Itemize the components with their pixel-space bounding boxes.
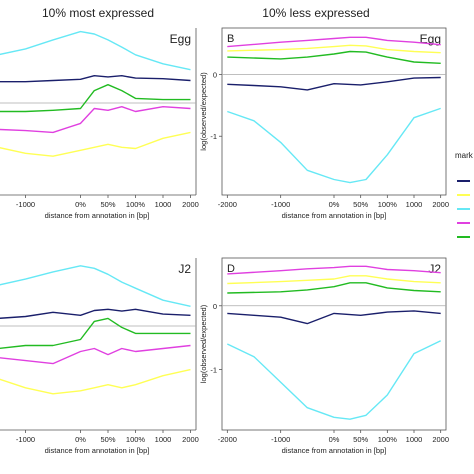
series-line	[0, 83, 191, 113]
panel-egg-less: -2000 -1000 0% 50% 100% 1000 2000 0 -1log(observ…	[199, 27, 449, 220]
x-tick-label: 2000	[182, 435, 199, 444]
x-tick-label: 100%	[126, 435, 146, 444]
panel-label: Egg	[170, 32, 191, 46]
y-tick-label: 0	[213, 70, 217, 79]
x-tick-label: 50%	[353, 200, 368, 209]
x-tick-label: 50%	[353, 435, 368, 444]
series-line	[0, 131, 191, 157]
series-line	[226, 340, 442, 420]
x-tick-label: 1000	[406, 435, 423, 444]
y-tick-label: 0	[213, 302, 217, 311]
y-axis-label: log(observed/expected)	[199, 304, 208, 383]
series-line	[227, 282, 441, 294]
x-tick-label: 0%	[75, 435, 86, 444]
legend-swatches	[457, 180, 470, 238]
x-axis-label: distance from annotation in [bp]	[45, 211, 150, 220]
y-tick-label: -1	[210, 132, 217, 141]
x-tick-label: 2000	[432, 435, 449, 444]
x-tick-label: -1000	[271, 435, 290, 444]
series-line	[227, 265, 441, 275]
x-tick-label: -1000	[271, 200, 290, 209]
series-line	[0, 105, 191, 134]
panel-label: J2	[178, 262, 191, 276]
series-line	[227, 275, 441, 285]
x-tick-label: 0%	[329, 200, 340, 209]
series-line	[0, 368, 191, 395]
x-tick-label: -1000	[16, 200, 35, 209]
x-tick-label: 1000	[155, 435, 172, 444]
plot-frame	[221, 257, 447, 431]
panel-egg-most: -1000 0% 50% 100% 1000 2000 distance from anno…	[0, 28, 199, 220]
series-line	[0, 74, 191, 83]
x-tick-label: 50%	[100, 200, 115, 209]
series-line	[0, 344, 191, 365]
plot-frame	[221, 27, 447, 196]
x-tick-label: 100%	[378, 200, 398, 209]
series-line	[0, 30, 191, 71]
series-line	[227, 50, 441, 64]
panel-j2-most: -1000 0% 50% 100% 1000 2000 distance from anno…	[0, 258, 199, 455]
x-tick-label: -2000	[218, 435, 237, 444]
column-title-left: 10% most expressed	[42, 6, 154, 20]
column-title-right: 10% less expressed	[262, 6, 369, 20]
y-tick-label: -1	[210, 365, 217, 374]
y-axis-label: log(observed/expected)	[199, 72, 208, 151]
panel-label: J2	[428, 262, 441, 276]
series-line	[227, 310, 441, 325]
x-tick-label: 1000	[406, 200, 423, 209]
panel-letter: B	[227, 33, 234, 45]
panel-label: Egg	[420, 32, 441, 46]
series-line	[0, 308, 191, 319]
x-axis-label: distance from annotation in [bp]	[282, 446, 387, 455]
legend-title: mark	[455, 151, 474, 160]
x-tick-label: -1000	[16, 435, 35, 444]
series-line	[0, 265, 191, 307]
x-axis-label: distance from annotation in [bp]	[282, 211, 387, 220]
x-tick-label: 100%	[378, 435, 398, 444]
series-line	[227, 44, 441, 54]
panel-j2-less: -2000 -1000 0% 50% 100% 1000 2000 0 -1log(observ…	[199, 257, 449, 455]
x-tick-label: 0%	[329, 435, 340, 444]
x-axis-label: distance from annotation in [bp]	[45, 446, 150, 455]
x-tick-label: 1000	[155, 200, 172, 209]
legend: mark	[455, 151, 474, 238]
series-line	[0, 317, 191, 349]
series-line	[227, 76, 441, 91]
x-tick-label: 0%	[75, 200, 86, 209]
x-tick-label: 50%	[100, 435, 115, 444]
x-tick-label: 2000	[182, 200, 199, 209]
panel-letter: D	[227, 263, 235, 275]
series-line	[227, 107, 441, 184]
series-line	[227, 36, 441, 48]
x-tick-label: 2000	[432, 200, 449, 209]
x-tick-label: 100%	[126, 200, 146, 209]
x-tick-label: -2000	[218, 200, 237, 209]
